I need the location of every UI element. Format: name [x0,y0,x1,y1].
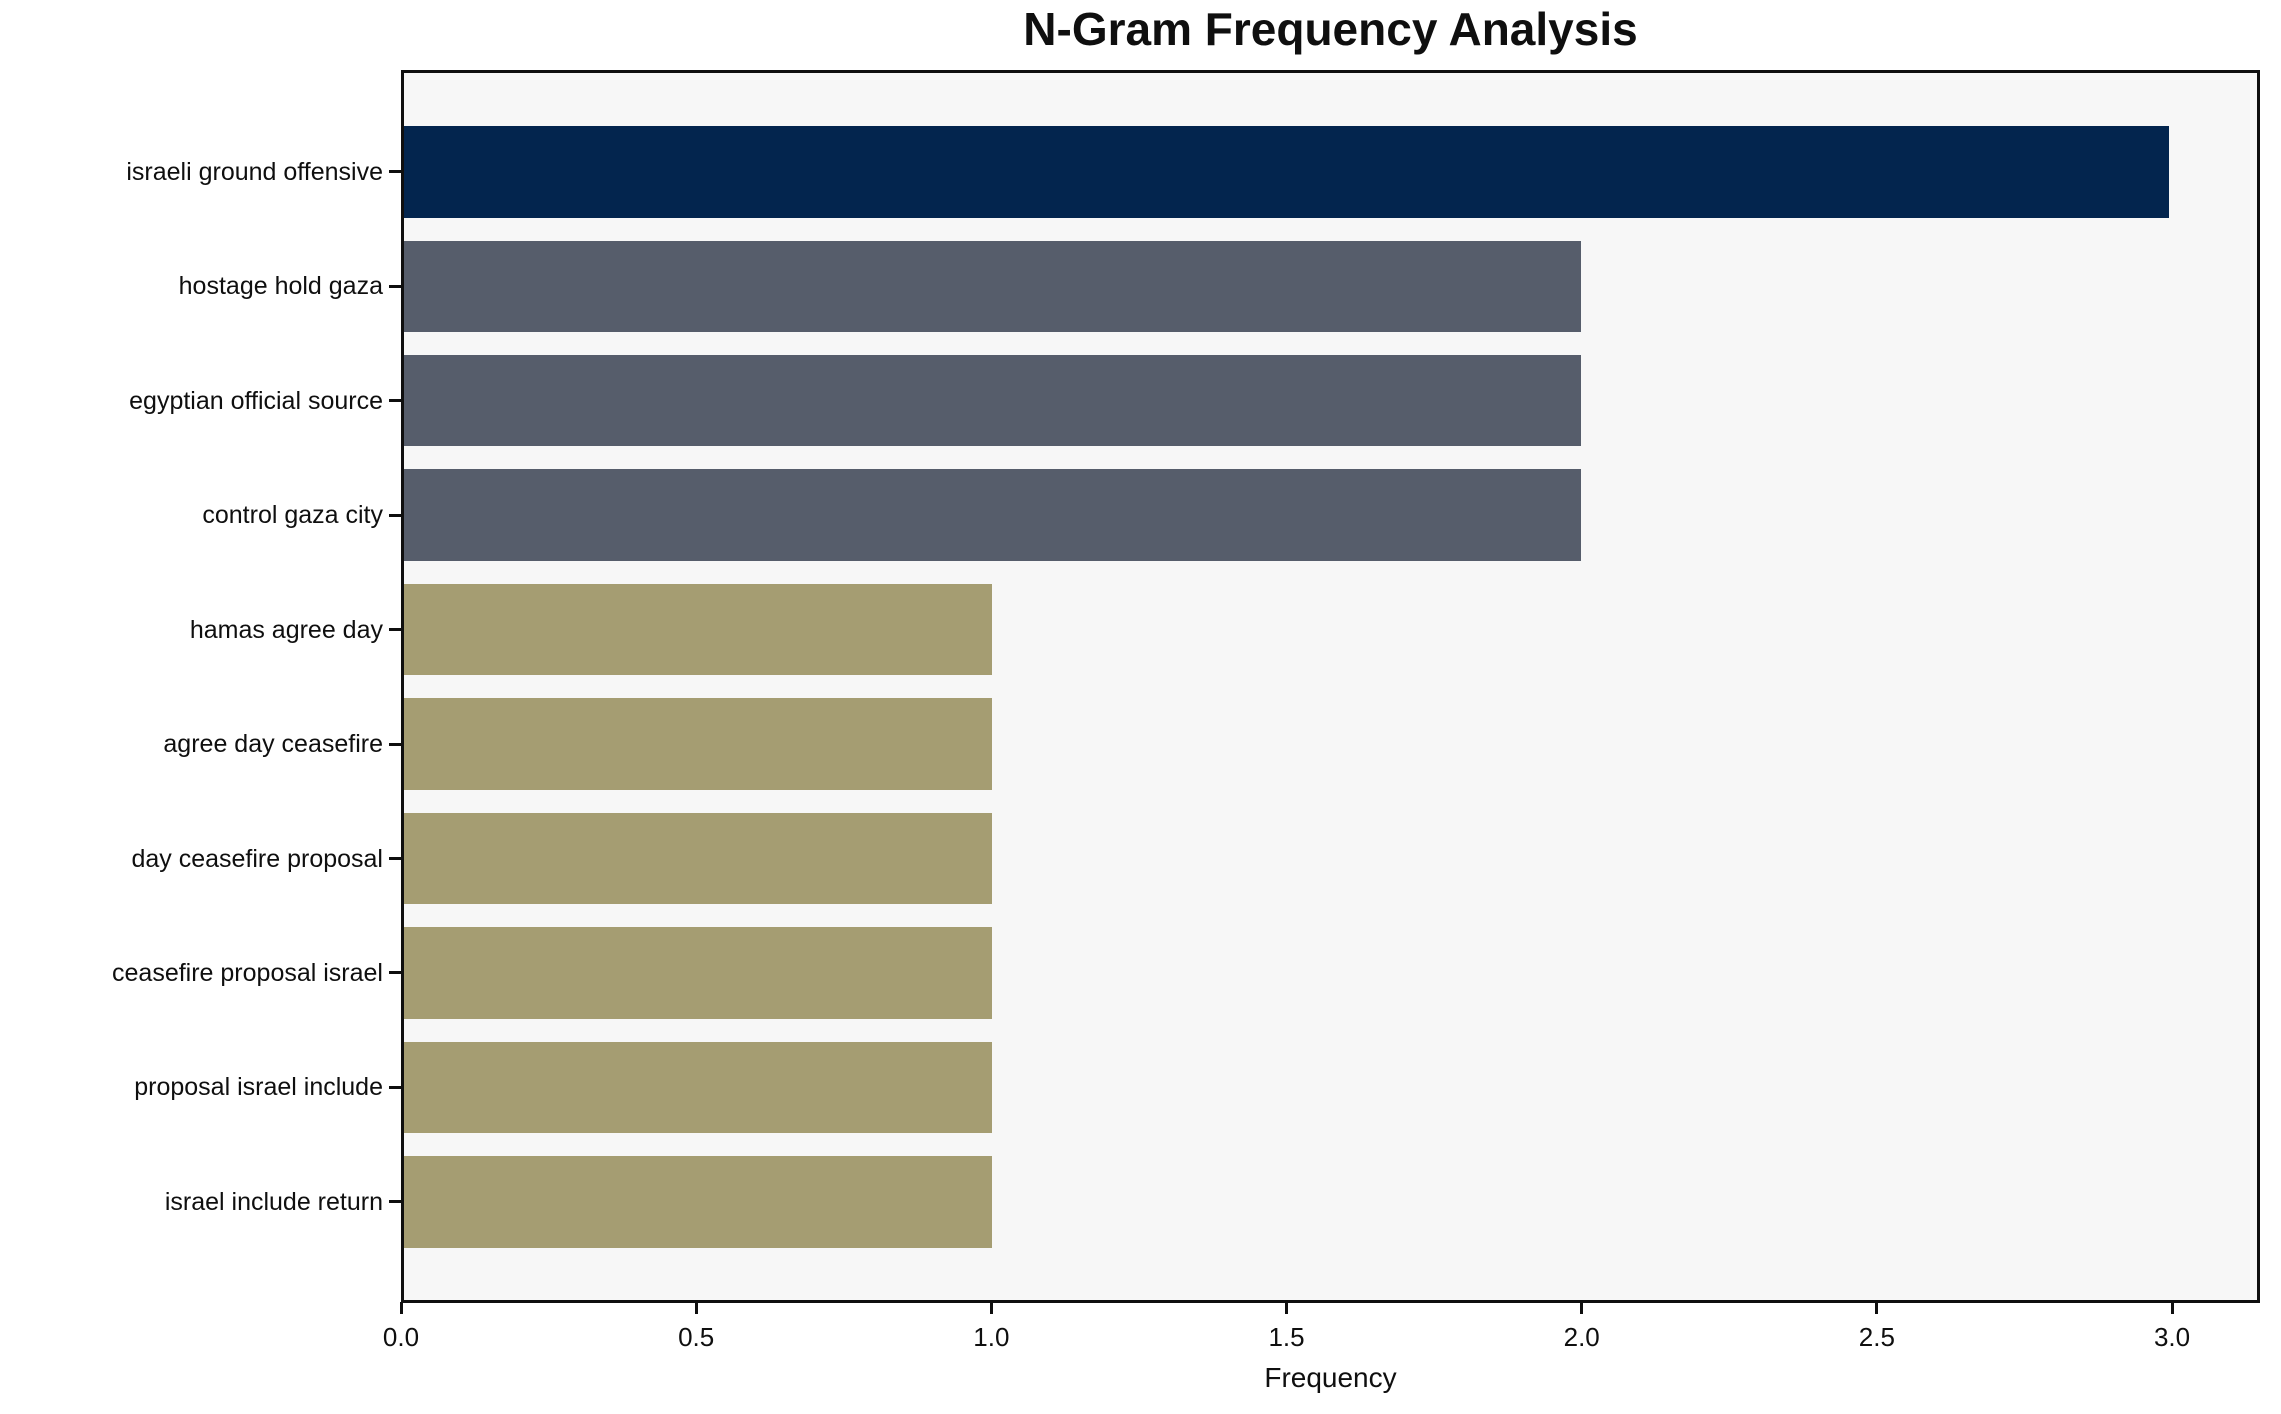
y-tick-label: ceasefire proposal israel [112,958,383,987]
bar-row [404,572,2257,686]
y-tick-label: hamas agree day [189,615,383,644]
x-tick-mark [1580,1302,1584,1314]
y-tick-label: hostage hold gaza [178,272,383,301]
bar-hamas-agree-day [404,583,993,676]
x-tick-mark [399,1302,403,1314]
y-tick-mark [389,628,401,632]
y-tick-mark [389,399,401,403]
x-tick-label: 2.0 [1563,1322,1600,1352]
y-tick-label: proposal israel include [134,1073,383,1102]
bar-israel-include-return [404,1156,993,1248]
y-tick-mark [389,1085,401,1089]
bar-day-ceasefire-proposal [404,812,993,905]
bar-control-gaza-city [404,469,1581,561]
y-tick-mark [389,1200,401,1204]
x-tick-mark [2170,1302,2174,1314]
x-axis-title: Frequency [1264,1362,1397,1393]
bar-row [404,115,2257,229]
bar-row [404,916,2257,1030]
plot-area [401,70,2260,1303]
x-tick-label: 2.5 [1858,1322,1895,1352]
y-tick-mark [389,857,401,860]
bar-row [404,1145,2257,1259]
x-tick-label: 1.5 [1268,1322,1305,1352]
bar-row [404,458,2257,572]
x-tick-label: 0.5 [678,1322,715,1352]
x-tick-mark [694,1302,698,1314]
x-tick-label: 3.0 [2153,1322,2191,1352]
y-tick-mark [389,284,401,288]
chart-title: N-Gram Frequency Analysis [1023,3,1638,55]
x-tick-mark [1285,1302,1289,1314]
y-tick-label: control gaza city [202,501,383,530]
bar-ceasefire-proposal-israel [404,927,993,1019]
x-tick-label: 1.0 [973,1322,1010,1352]
bar-israeli-ground-offensive [404,126,2170,218]
y-tick-label: israel include return [164,1187,383,1216]
x-tick-label: 0.0 [382,1322,420,1352]
x-tick-mark [989,1302,993,1314]
y-tick-mark [389,513,401,517]
bar-row [404,229,2257,343]
y-tick-mark [389,971,401,975]
x-tick-mark [1875,1302,1879,1314]
bar-egyptian-official-source [404,354,1581,447]
bar-row [404,687,2257,801]
y-tick-mark [389,742,401,746]
bar-agree-day-ceasefire [404,698,993,790]
bar-proposal-israel-include [404,1041,993,1134]
bars-container [404,73,2257,1300]
y-tick-mark [389,170,401,174]
bar-row [404,1030,2257,1144]
bar-row [404,343,2257,457]
bar-row [404,801,2257,915]
bar-hostage-hold-gaza [404,240,1581,332]
y-tick-label: israeli ground offensive [126,157,383,186]
y-tick-label: egyptian official source [129,386,383,415]
y-tick-label: day ceasefire proposal [131,844,383,873]
y-tick-label: agree day ceasefire [163,730,383,759]
